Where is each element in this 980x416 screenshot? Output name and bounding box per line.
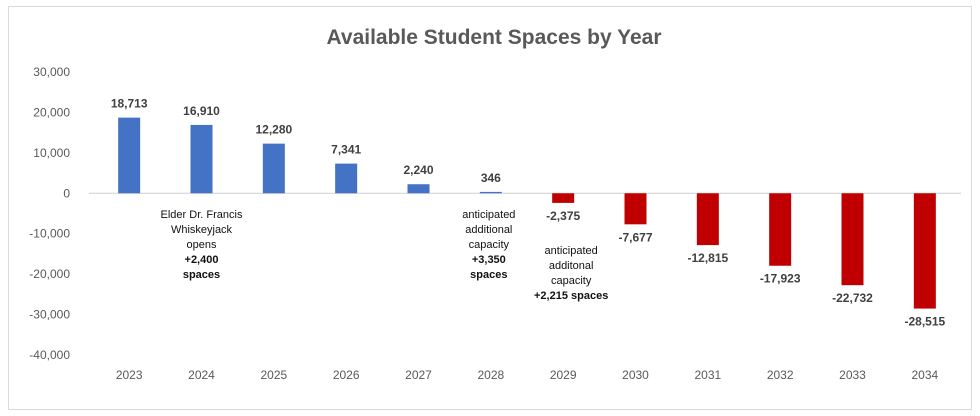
annotation-2024: Elder Dr. Francis Whiskeyjack opens +2,400 s… [161, 209, 243, 281]
annotation-line: opens [187, 239, 217, 251]
bar-2023 [118, 117, 141, 194]
value-label-2032: -17,923 [760, 272, 801, 286]
bar-2027 [407, 184, 430, 194]
bar-2025 [262, 143, 285, 194]
annotation-line: additional [465, 224, 512, 236]
value-label-2030: -7,677 [618, 230, 652, 244]
annotation-bold-line: +2,400 [185, 254, 219, 266]
y-tick-label: 20,000 [33, 105, 70, 119]
value-label-2029: -2,375 [546, 209, 580, 223]
bar-2030 [624, 193, 647, 225]
annotation-line: additonal [549, 260, 594, 272]
value-label-2025: 12,280 [255, 123, 292, 137]
y-tick-label: -10,000 [29, 227, 70, 241]
bar-2033 [841, 193, 864, 286]
x-tick-label: 2028 [477, 368, 504, 382]
value-label-2023: 18,713 [111, 97, 148, 111]
annotations-group: Elder Dr. Francis Whiskeyjack opens +2,400 s… [161, 209, 609, 302]
annotation-line: capacity [551, 275, 592, 287]
bar-2028 [479, 191, 502, 194]
annotation-line: Whiskeyjack [171, 224, 233, 236]
x-tick-label: 2024 [188, 368, 215, 382]
x-tick-label: 2029 [550, 368, 577, 382]
y-tick-label: -30,000 [29, 308, 70, 322]
chart-title: Available Student Spaces by Year [327, 26, 662, 49]
chart-frame: Available Student Spaces by Year 30,000 2… [8, 6, 972, 410]
bar-2029 [552, 193, 575, 203]
value-labels-group: 18,713 16,910 12,280 7,341 2,240 346 -2,375 -7,… [111, 97, 946, 329]
value-label-2033: -22,732 [832, 291, 873, 305]
bar-2032 [769, 193, 792, 266]
y-tick-label: -20,000 [29, 267, 70, 281]
annotation-bold-line: +3,350 [472, 254, 506, 266]
annotation-bold-line: +2,215 spaces [534, 290, 608, 302]
annotation-bold-line: spaces [183, 269, 220, 281]
value-label-2024: 16,910 [183, 104, 220, 118]
x-tick-label: 2033 [839, 368, 866, 382]
value-label-2031: -12,815 [687, 251, 728, 265]
value-label-2026: 7,341 [331, 143, 361, 157]
annotation-bold-line: spaces [470, 269, 507, 281]
x-tick-label: 2034 [911, 368, 938, 382]
bar-2026 [335, 163, 358, 194]
x-tick-label: 2027 [405, 368, 432, 382]
annotation-2029: anticipated additonal capacity +2,215 space… [534, 245, 608, 302]
y-tick-label: -40,000 [29, 348, 70, 362]
annotation-2028: anticipated additional capacity +3,350 space… [462, 209, 515, 281]
x-tick-label: 2032 [767, 368, 794, 382]
x-tick-label: 2026 [333, 368, 360, 382]
y-tick-label: 30,000 [33, 65, 70, 79]
y-tick-label: 0 [63, 186, 70, 200]
bar-2034 [913, 193, 936, 309]
bar-chart: Available Student Spaces by Year 30,000 2… [29, 26, 961, 382]
x-tick-label: 2023 [116, 368, 143, 382]
annotation-line: Elder Dr. Francis [161, 209, 243, 221]
x-tick-label: 2030 [622, 368, 649, 382]
bar-2031 [696, 193, 719, 246]
value-label-2028: 346 [481, 171, 501, 185]
x-axis-tick-labels: 2023 2024 2025 2026 2027 2028 2029 2030 2031 2032… [116, 368, 939, 382]
value-label-2027: 2,240 [403, 163, 433, 177]
y-axis-tick-labels: 30,000 20,000 10,000 0 -10,000 -20,000 -30,000… [29, 65, 70, 362]
bars-group [118, 117, 936, 309]
annotation-line: anticipated [462, 209, 515, 221]
annotation-line: anticipated [545, 245, 598, 257]
value-label-2034: -28,515 [904, 315, 945, 329]
annotation-line: capacity [469, 239, 510, 251]
y-tick-label: 10,000 [33, 146, 70, 160]
x-tick-label: 2031 [694, 368, 721, 382]
bar-2024 [190, 124, 213, 194]
x-tick-label: 2025 [260, 368, 287, 382]
